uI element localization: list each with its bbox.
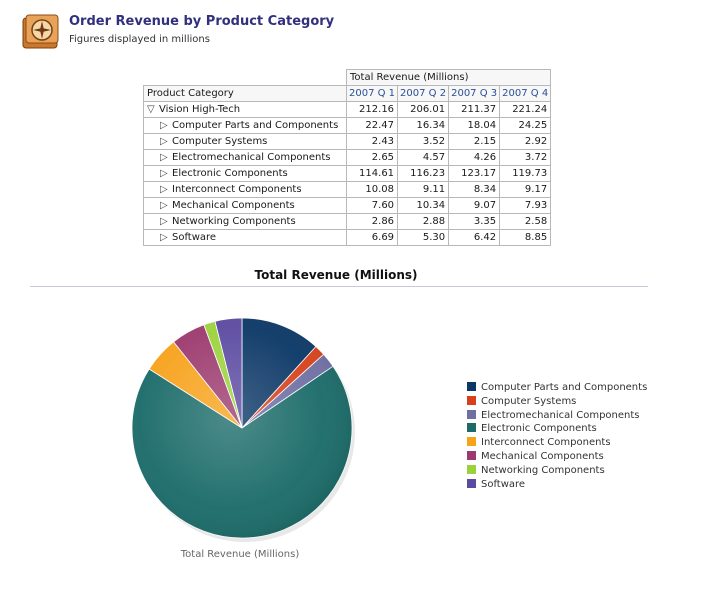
legend-label: Networking Components — [481, 464, 605, 476]
legend-item[interactable]: Networking Components — [467, 464, 647, 478]
quarter-header[interactable]: 2007 Q 2 — [397, 85, 450, 102]
row-label: Electromechanical Components — [172, 151, 331, 163]
table-row: ▷ Computer Systems 2.43 3.52 2.15 2.92 — [143, 133, 552, 150]
collapse-triangle-icon[interactable]: ▽ — [147, 103, 155, 115]
legend-label: Computer Systems — [481, 395, 577, 407]
report-title: Order Revenue by Product Category — [69, 14, 335, 29]
measure-header: Total Revenue (Millions) — [345, 69, 552, 86]
row-label: Computer Systems — [172, 135, 268, 147]
legend-label: Software — [481, 478, 526, 490]
row-label: Vision High-Tech — [159, 103, 241, 115]
legend-item[interactable]: Mechanical Components — [467, 450, 647, 464]
table-row: ▽ Vision High-Tech 212.16 206.01 211.37 221.2… — [143, 101, 552, 118]
expand-triangle-icon[interactable]: ▷ — [160, 119, 168, 131]
child-row-label[interactable]: ▷ Software — [143, 229, 347, 246]
row-label: Computer Parts and Components — [172, 119, 339, 131]
row-label: Interconnect Components — [172, 183, 302, 195]
legend-swatch — [467, 478, 476, 488]
expand-triangle-icon[interactable]: ▷ — [160, 151, 168, 163]
chart-title: Total Revenue (Millions) — [254, 268, 418, 282]
expand-triangle-icon[interactable]: ▷ — [160, 183, 168, 195]
legend-item[interactable]: Electromechanical Components — [467, 409, 647, 423]
quarter-header[interactable]: 2007 Q 4 — [499, 85, 552, 102]
legend-swatch — [467, 423, 476, 433]
legend-swatch — [467, 437, 476, 447]
table-row: ▷ Interconnect Components 10.08 9.11 8.34 9.1… — [143, 181, 552, 198]
expand-triangle-icon[interactable]: ▷ — [160, 215, 168, 227]
row-label: Mechanical Components — [172, 199, 295, 211]
legend-item[interactable]: Interconnect Components — [467, 436, 647, 450]
legend-label: Mechanical Components — [481, 450, 604, 462]
row-label: Software — [172, 231, 217, 243]
legend-swatch — [467, 395, 476, 405]
legend-item[interactable]: Computer Systems — [467, 395, 647, 409]
legend-swatch — [467, 464, 476, 474]
legend-label: Electromechanical Components — [481, 409, 640, 421]
chart-legend: Computer Parts and Components Computer Sy… — [467, 381, 647, 491]
legend-label: Computer Parts and Components — [481, 382, 648, 393]
measure-header-row: Total Revenue (Millions) — [144, 69, 552, 86]
legend-swatch — [467, 450, 476, 460]
value-cell: 8.85 — [499, 229, 552, 246]
table-row: ▷ Computer Parts and Components 22.47 16.34… — [143, 117, 552, 134]
report-subtitle: Figures displayed in millions — [69, 34, 210, 45]
table-row: ▷ Software 6.69 5.30 6.42 8.85 — [143, 229, 552, 246]
legend-label: Electronic Components — [481, 423, 597, 435]
pie-caption: Total Revenue (Millions) — [180, 549, 300, 560]
expand-triangle-icon[interactable]: ▷ — [160, 199, 168, 211]
legend-swatch — [467, 382, 476, 391]
legend-label: Interconnect Components — [481, 437, 611, 449]
legend-item[interactable]: Electronic Components — [467, 422, 647, 436]
row-label: Networking Components — [172, 215, 296, 227]
expand-triangle-icon[interactable]: ▷ — [160, 167, 168, 179]
row-label: Electronic Components — [172, 167, 288, 179]
compass-report-icon — [22, 14, 59, 49]
legend-item[interactable]: Computer Parts and Components — [467, 381, 647, 395]
legend-item[interactable]: Software — [467, 478, 647, 492]
expand-triangle-icon[interactable]: ▷ — [160, 231, 168, 243]
quarter-header[interactable]: 2007 Q 1 — [345, 85, 399, 102]
chart-divider — [30, 286, 648, 287]
revenue-pivot-table: Total Revenue (Millions) Product Category… — [143, 69, 552, 246]
quarter-header[interactable]: 2007 Q 3 — [448, 85, 501, 102]
legend-swatch — [467, 409, 476, 419]
expand-triangle-icon[interactable]: ▷ — [160, 135, 168, 147]
